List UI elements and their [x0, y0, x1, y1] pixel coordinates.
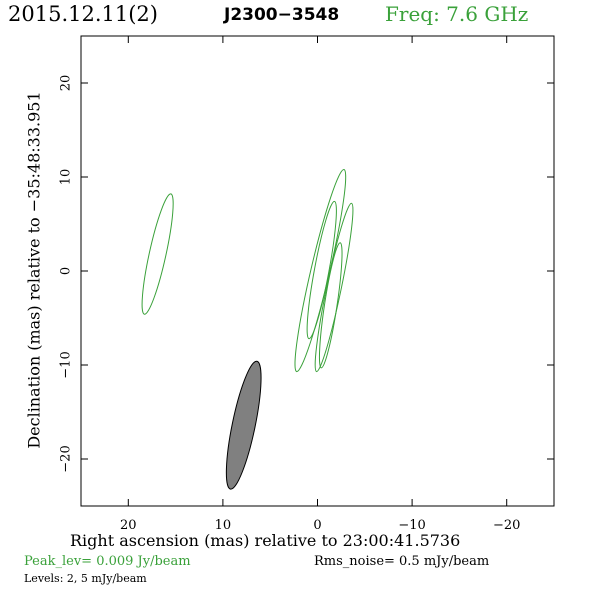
- frequency-label: Freq: 7.6 GHz: [385, 2, 529, 26]
- y-tick-label: −20: [59, 445, 74, 472]
- tick-layer: 20 10 0 −10 −20 20 10 0 −10 −20: [59, 36, 554, 533]
- contour-core-inner-b: [314, 202, 354, 373]
- y-axis-label: Declination (mas) relative to −35:48:33.…: [24, 91, 44, 449]
- contour-component-west: [141, 193, 174, 315]
- y-tick-label: 10: [59, 169, 74, 186]
- x-tick-label: −20: [493, 518, 520, 533]
- x-tick-label: −10: [398, 518, 425, 533]
- beam-ellipse: [225, 360, 262, 490]
- plot-frame: [80, 35, 555, 507]
- x-axis-label: Right ascension (mas) relative to 23:00:…: [70, 531, 461, 550]
- source-name: J2300−3548: [224, 5, 340, 25]
- contour-layer: [141, 168, 354, 490]
- x-tick-label: 0: [313, 518, 321, 533]
- observation-date: 2015.12.11(2): [8, 2, 158, 26]
- contour-core-inner-c: [318, 242, 343, 369]
- x-tick-label: 10: [215, 518, 232, 533]
- x-tick-label: 20: [120, 518, 137, 533]
- contour-levels: Levels: 2, 5 mJy/beam: [24, 572, 147, 585]
- rms-noise: Rms_noise= 0.5 mJy/beam: [314, 554, 490, 569]
- peak-level: Peak_lev= 0.009 Jy/beam: [24, 554, 191, 569]
- contour-core-inner-a: [306, 200, 337, 340]
- y-tick-label: −10: [59, 351, 74, 378]
- y-tick-label: 20: [59, 75, 74, 92]
- y-tick-label: 0: [59, 267, 74, 275]
